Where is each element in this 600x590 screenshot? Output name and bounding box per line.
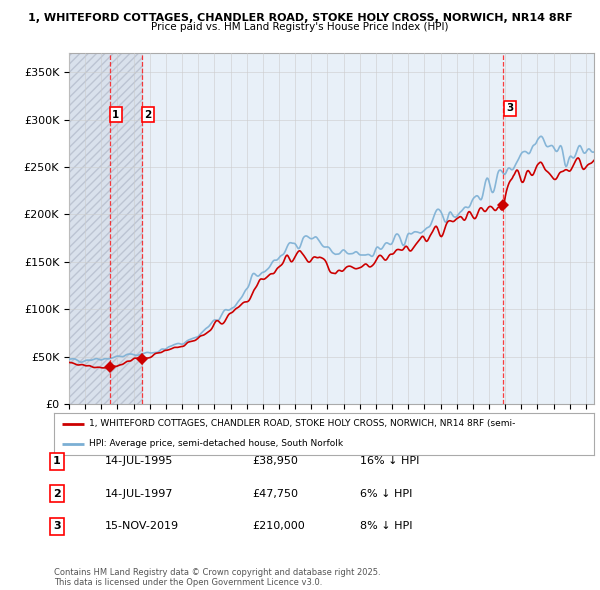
Text: £47,750: £47,750 (252, 489, 298, 499)
Text: 6% ↓ HPI: 6% ↓ HPI (360, 489, 412, 499)
Text: Contains HM Land Registry data © Crown copyright and database right 2025.
This d: Contains HM Land Registry data © Crown c… (54, 568, 380, 587)
Text: 1, WHITEFORD COTTAGES, CHANDLER ROAD, STOKE HOLY CROSS, NORWICH, NR14 8RF: 1, WHITEFORD COTTAGES, CHANDLER ROAD, ST… (28, 13, 572, 23)
Text: 2: 2 (53, 489, 61, 499)
Text: 1: 1 (53, 457, 61, 466)
Text: Price paid vs. HM Land Registry's House Price Index (HPI): Price paid vs. HM Land Registry's House … (151, 22, 449, 32)
Text: 1: 1 (112, 110, 119, 120)
Text: 3: 3 (506, 103, 514, 113)
Text: £38,950: £38,950 (252, 457, 298, 466)
Text: 16% ↓ HPI: 16% ↓ HPI (360, 457, 419, 466)
Text: 8% ↓ HPI: 8% ↓ HPI (360, 522, 413, 531)
Text: HPI: Average price, semi-detached house, South Norfolk: HPI: Average price, semi-detached house,… (89, 439, 343, 448)
Text: 14-JUL-1995: 14-JUL-1995 (105, 457, 173, 466)
Text: £210,000: £210,000 (252, 522, 305, 531)
Text: 14-JUL-1997: 14-JUL-1997 (105, 489, 173, 499)
Text: 3: 3 (53, 522, 61, 531)
Text: 2: 2 (145, 110, 152, 120)
Text: 1, WHITEFORD COTTAGES, CHANDLER ROAD, STOKE HOLY CROSS, NORWICH, NR14 8RF (semi-: 1, WHITEFORD COTTAGES, CHANDLER ROAD, ST… (89, 419, 515, 428)
Bar (69, 53, 143, 404)
Text: 15-NOV-2019: 15-NOV-2019 (105, 522, 179, 531)
